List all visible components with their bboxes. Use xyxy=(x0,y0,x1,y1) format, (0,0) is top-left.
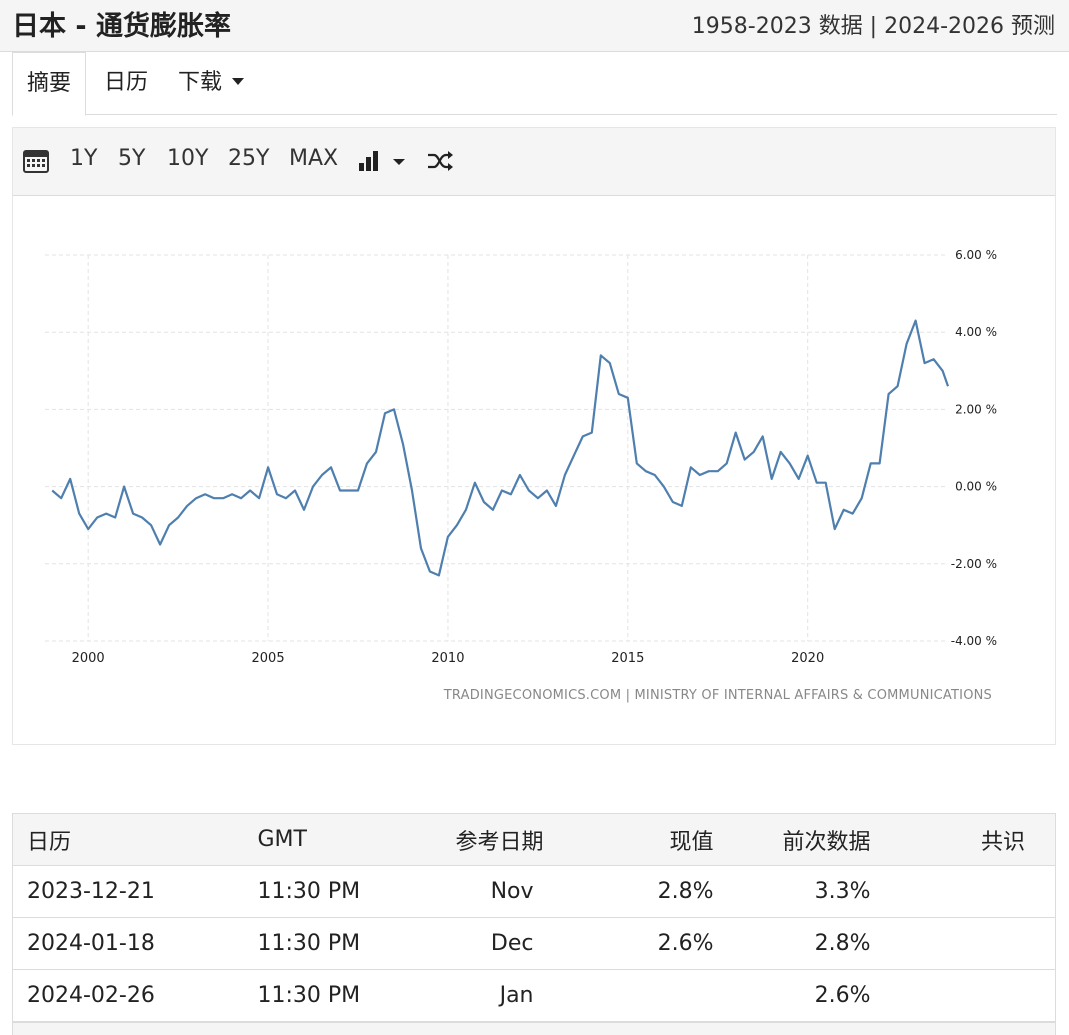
tab-bar: 摘要 日历 下载 xyxy=(12,52,1057,116)
col-header-previous[interactable]: 前次数据 xyxy=(716,813,874,866)
cell-reference: Dec xyxy=(383,917,547,970)
col-header-gmt[interactable]: GMT xyxy=(243,813,384,866)
header-bar: 日本 - 通货膨胀率 1958-2023 数据 | 2024-2026 预测 xyxy=(0,0,1069,52)
table-row[interactable]: 2024-02-26 11:30 PM Jan 2.6% xyxy=(12,969,1056,1022)
col-header-reference[interactable]: 参考日期 xyxy=(383,813,547,866)
caret-down-icon xyxy=(232,77,245,85)
y-tick-label: -4.00 % xyxy=(951,634,997,648)
range-5y-button[interactable]: 5Y xyxy=(118,146,146,171)
chart-toolbar: 1Y 5Y 10Y 25Y MAX xyxy=(13,128,1055,196)
range-10y-button[interactable]: 10Y xyxy=(167,146,209,171)
page-title: 日本 - 通货膨胀率 xyxy=(12,11,232,42)
x-tick-label: 2010 xyxy=(431,651,464,666)
cell-reference: Jan xyxy=(383,969,547,1022)
data-range-info: 1958-2023 数据 | 2024-2026 预测 xyxy=(691,14,1055,39)
tab-calendar[interactable]: 日历 xyxy=(104,70,149,95)
cell-gmt: 11:30 PM xyxy=(243,969,384,1022)
cell-actual: 2.6% xyxy=(546,917,717,970)
bar-chart-icon xyxy=(359,151,378,171)
chart-type-button[interactable] xyxy=(359,150,409,178)
x-tick-label: 2005 xyxy=(252,651,285,666)
x-axis-ticks: 2000 2005 2010 2015 2020 xyxy=(72,651,825,666)
y-axis-ticks: 6.00 % 4.00 % 2.00 % 0.00 % -2.00 % -4.00 % xyxy=(951,248,997,648)
table-row[interactable]: 2023-12-21 11:30 PM Nov 2.8% 3.3% xyxy=(12,865,1056,918)
inflation-series-line xyxy=(51,319,950,577)
range-1y-button[interactable]: 1Y xyxy=(70,146,98,171)
cell-actual xyxy=(546,969,717,1022)
shuffle-icon[interactable] xyxy=(427,150,453,178)
y-tick-label: 2.00 % xyxy=(955,402,997,416)
cell-consensus xyxy=(873,865,1056,918)
cell-consensus xyxy=(873,969,1056,1022)
range-25y-button[interactable]: 25Y xyxy=(228,146,270,171)
chart-panel: 1Y 5Y 10Y 25Y MAX 6.00 % xyxy=(12,127,1056,745)
col-header-actual[interactable]: 现值 xyxy=(546,813,717,866)
cell-date: 2024-01-18 xyxy=(12,917,244,970)
cell-previous: 2.6% xyxy=(716,969,874,1022)
col-header-consensus[interactable]: 共识 xyxy=(873,813,1056,866)
x-tick-label: 2015 xyxy=(611,651,644,666)
y-tick-label: 6.00 % xyxy=(955,248,997,262)
cell-gmt: 11:30 PM xyxy=(243,917,384,970)
range-max-button[interactable]: MAX xyxy=(289,146,339,171)
cell-date: 2023-12-21 xyxy=(12,865,244,918)
chart-grid xyxy=(45,254,948,642)
inflation-line-chart: 6.00 % 4.00 % 2.00 % 0.00 % -2.00 % -4.00 % 2… xyxy=(45,248,997,703)
x-tick-label: 2020 xyxy=(791,651,824,666)
x-tick-label: 2000 xyxy=(72,651,105,666)
y-tick-label: 4.00 % xyxy=(955,325,997,339)
y-tick-label: 0.00 % xyxy=(955,480,997,494)
cell-reference: Nov xyxy=(383,865,547,918)
y-tick-label: -2.00 % xyxy=(951,557,997,571)
cell-gmt: 11:30 PM xyxy=(243,865,384,918)
table-header-row: 日历 GMT 参考日期 现值 前次数据 共识 xyxy=(12,813,1056,866)
chart-source-text: TRADINGECONOMICS.COM | MINISTRY OF INTER… xyxy=(443,688,992,703)
chevron-down-icon xyxy=(393,159,405,165)
cell-previous: 3.3% xyxy=(716,865,874,918)
cell-consensus xyxy=(873,917,1056,970)
calendar-table: 日历 GMT 参考日期 现值 前次数据 共识 2023-12-21 11:30 … xyxy=(12,813,1056,1022)
calendar-icon[interactable] xyxy=(23,148,49,180)
tab-download[interactable]: 下载 xyxy=(178,52,245,115)
table-footer xyxy=(12,1022,1056,1035)
cell-actual: 2.8% xyxy=(546,865,717,918)
tab-download-label: 下载 xyxy=(178,70,223,95)
cell-date: 2024-02-26 xyxy=(12,969,244,1022)
table-row[interactable]: 2024-01-18 11:30 PM Dec 2.6% 2.8% xyxy=(12,917,1056,970)
col-header-calendar[interactable]: 日历 xyxy=(12,813,244,866)
cell-previous: 2.8% xyxy=(716,917,874,970)
tab-summary[interactable]: 摘要 xyxy=(12,52,87,116)
